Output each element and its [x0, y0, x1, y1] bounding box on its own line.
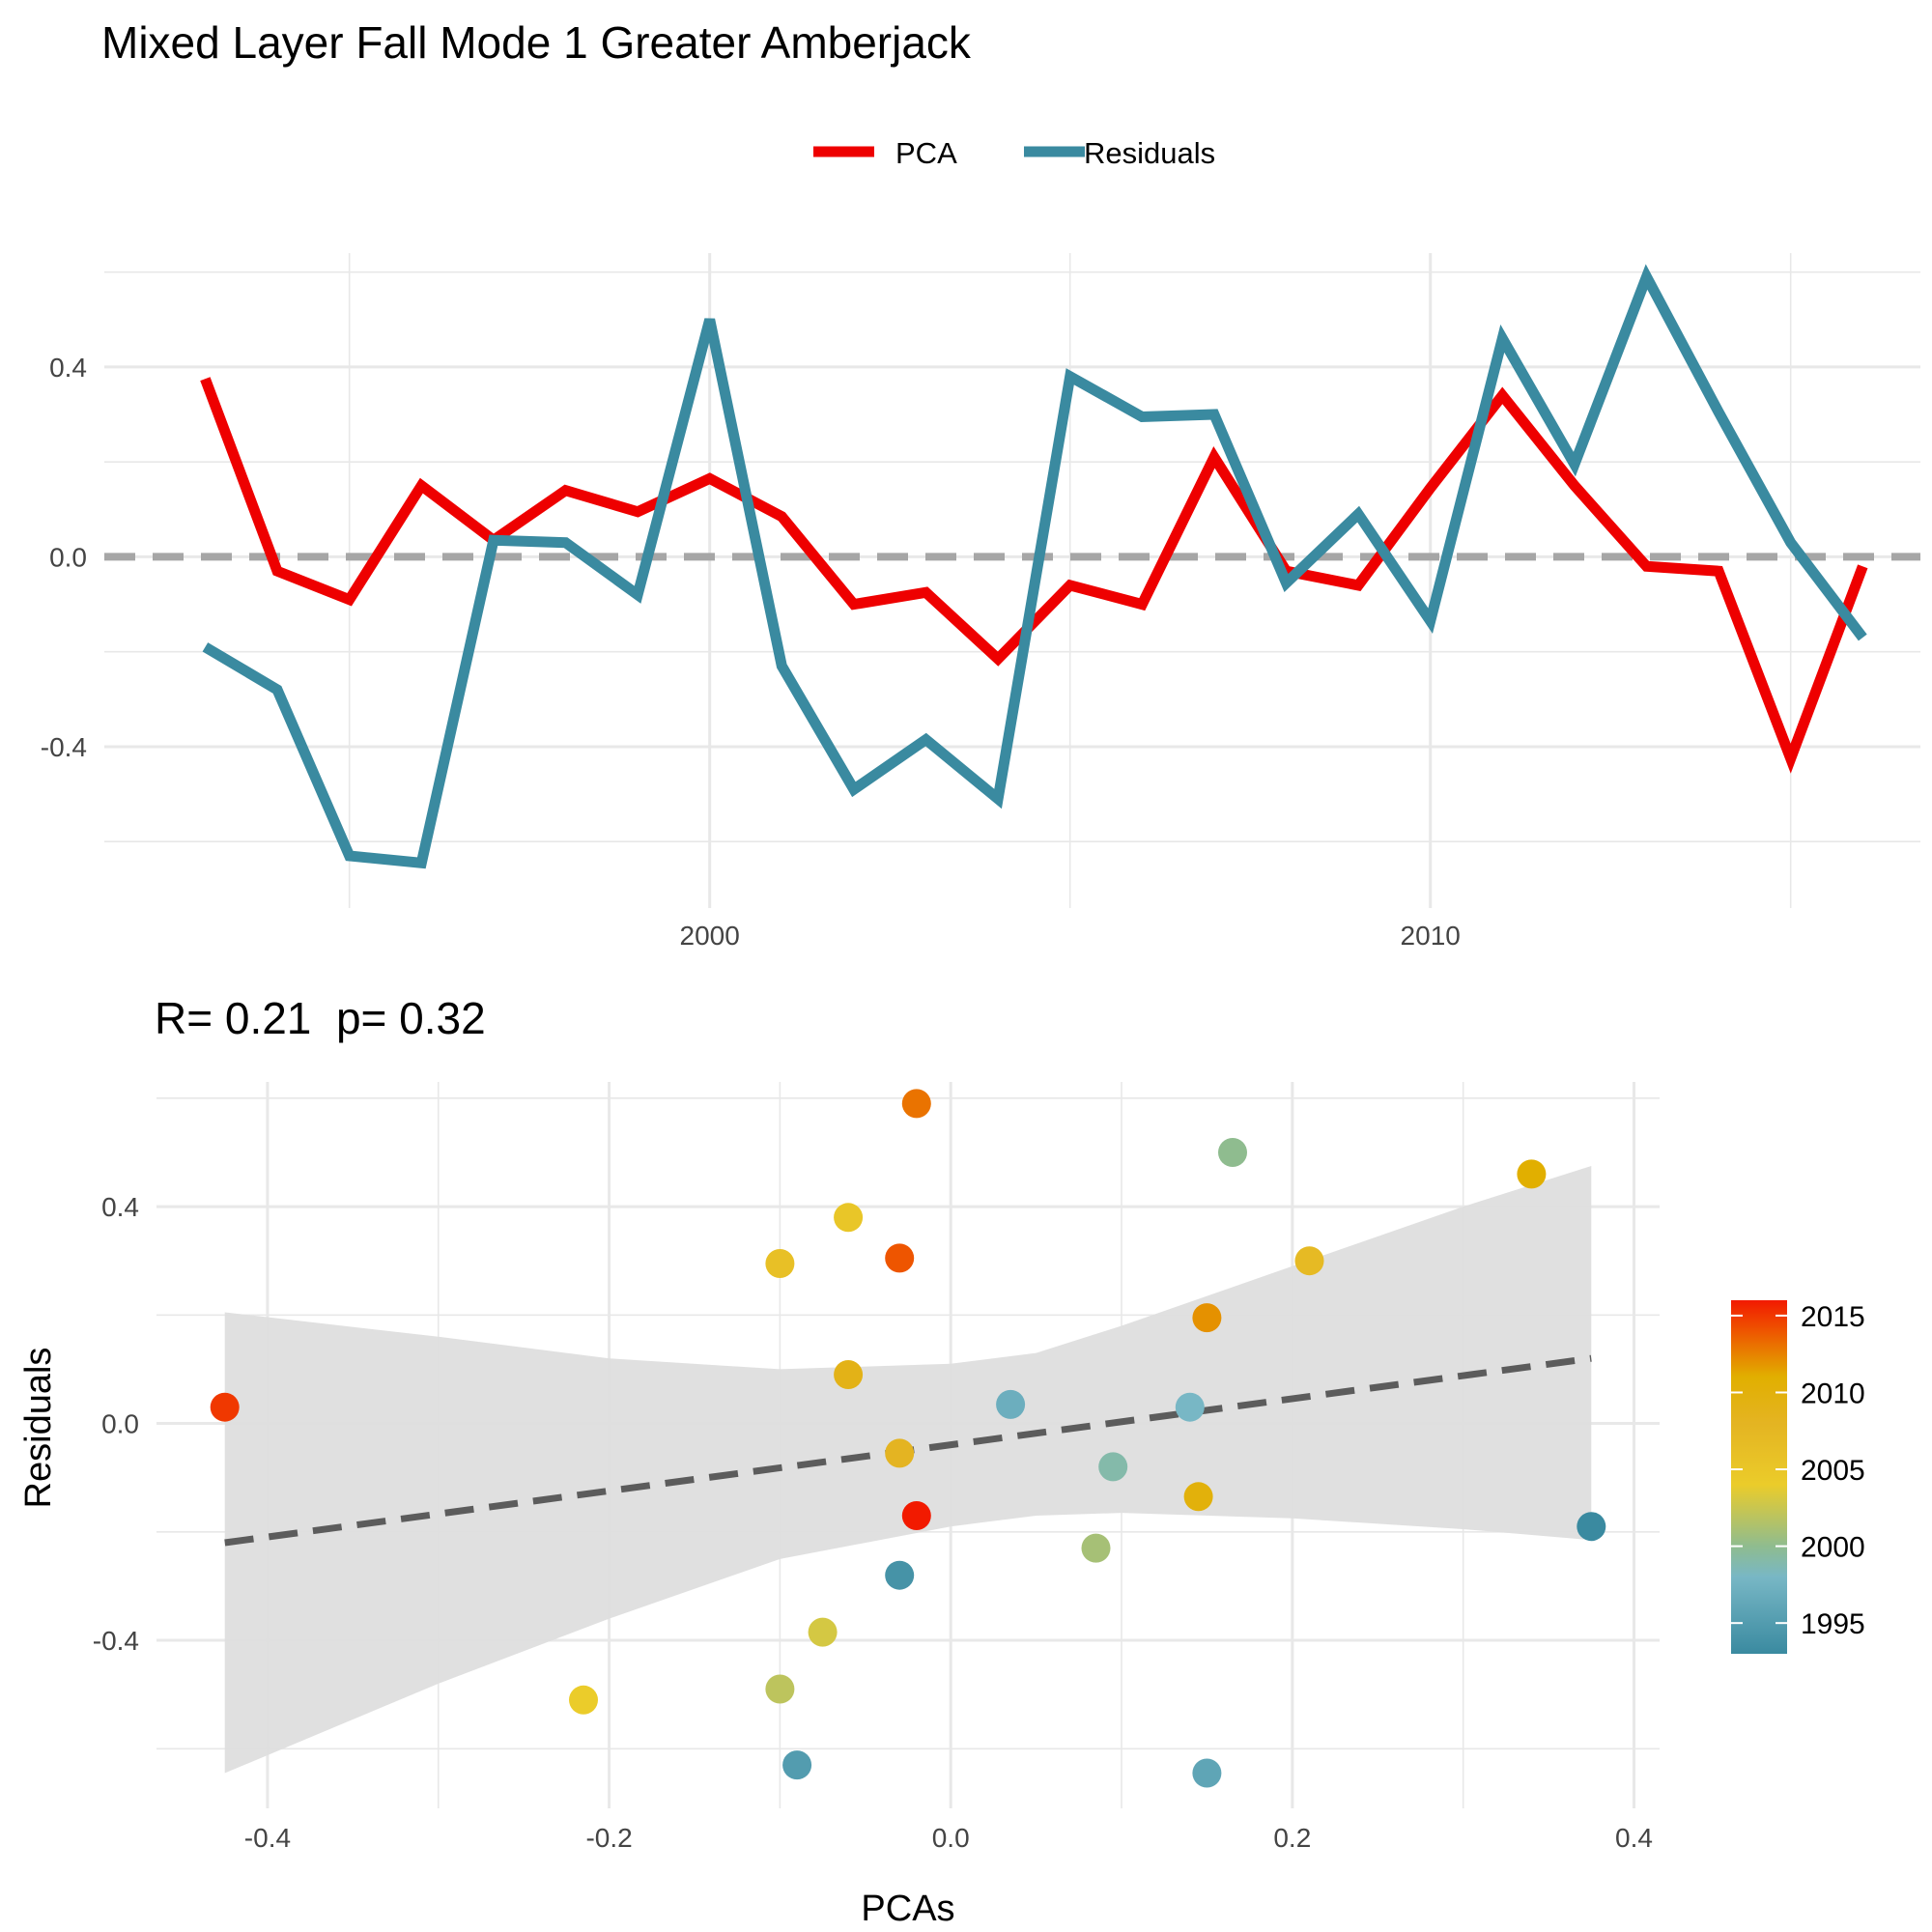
- scatter-point: [901, 1501, 931, 1530]
- scatter-point: [901, 1089, 931, 1119]
- scatter-point: [1577, 1512, 1606, 1542]
- scatter-point: [569, 1685, 598, 1715]
- sc-x-tick-labels: -0.4 -0.2 0.0 0.2 0.4: [244, 1823, 1653, 1853]
- scatter-point: [1098, 1452, 1128, 1482]
- sc-x-tick-label: -0.2: [585, 1823, 632, 1853]
- ts-y-tick-label: 0.0: [49, 542, 87, 572]
- scatter-point: [885, 1560, 915, 1590]
- colorbar-tick-label: 1995: [1801, 1608, 1865, 1640]
- scatter-point: [885, 1243, 915, 1273]
- colorbar-tick-label: 2015: [1801, 1301, 1865, 1333]
- sc-points: [210, 1089, 1606, 1788]
- scatter-point: [885, 1438, 915, 1468]
- colorbar-tick-label: 2000: [1801, 1532, 1865, 1564]
- series-line-residuals: [202, 264, 1867, 869]
- main-title: Mixed Layer Fall Mode 1 Greater Amberjac…: [101, 17, 972, 68]
- sc-y-axis-label: Residuals: [18, 1348, 59, 1509]
- sc-confidence-band: [224, 1166, 1592, 1774]
- scatter-point: [1192, 1758, 1222, 1788]
- sc-x-tick-label: 0.0: [932, 1823, 970, 1853]
- legend: PCA Residuals: [813, 136, 1215, 170]
- scatter-point: [1192, 1303, 1222, 1333]
- scatter-point: [210, 1392, 240, 1422]
- scatter-point: [765, 1674, 795, 1704]
- ts-y-tick-labels: -0.4 0.0 0.4: [41, 353, 87, 762]
- sc-y-tick-labels: -0.4 0.0 0.4: [93, 1192, 139, 1656]
- scatter-point: [1081, 1533, 1111, 1563]
- scatter-point: [834, 1203, 864, 1233]
- colorbar: 1995 2000 2005 2010 2015: [1731, 1300, 1865, 1654]
- confidence-band: [224, 1166, 1592, 1774]
- scatter-point: [765, 1249, 795, 1278]
- scatter-point: [1218, 1138, 1247, 1167]
- scatter-point: [996, 1389, 1026, 1419]
- ts-grid: [104, 253, 1920, 908]
- ts-x-tick-labels: 2000 2010: [680, 921, 1461, 951]
- colorbar-tick-label: 2005: [1801, 1455, 1865, 1487]
- colorbar-tick-label: 2010: [1801, 1378, 1865, 1409]
- legend-label-residuals: Residuals: [1084, 136, 1215, 170]
- colorbar-gradient: [1731, 1300, 1787, 1654]
- sc-x-tick-label: -0.4: [244, 1823, 291, 1853]
- scatter-point: [1183, 1482, 1213, 1512]
- scatter-point: [808, 1617, 838, 1647]
- scatter-point: [1294, 1246, 1324, 1276]
- series-line-pca: [200, 377, 1868, 774]
- scatter-point: [1517, 1159, 1547, 1189]
- ts-x-tick-label: 2010: [1401, 921, 1461, 951]
- scatter-title: R= 0.21 p= 0.32: [155, 993, 486, 1043]
- sc-y-tick-label: -0.4: [93, 1626, 139, 1656]
- ts-x-tick-label: 2000: [680, 921, 740, 951]
- scatter-point: [1175, 1392, 1205, 1422]
- sc-y-tick-label: 0.4: [101, 1192, 139, 1222]
- sc-x-axis-label: PCAs: [861, 1889, 954, 1929]
- legend-label-pca: PCA: [895, 136, 957, 170]
- ts-y-tick-label: -0.4: [41, 732, 87, 762]
- ts-series: [200, 264, 1868, 869]
- ts-y-tick-label: 0.4: [49, 353, 87, 383]
- scatter-point: [834, 1360, 864, 1389]
- colorbar-ticks: [1731, 1314, 1787, 1625]
- colorbar-tick-labels: 1995 2000 2005 2010 2015: [1801, 1301, 1865, 1640]
- sc-x-tick-label: 0.2: [1273, 1823, 1311, 1853]
- scatter-panel: R= 0.21 p= 0.32 -0.4 0.0 0.4 -0.4 -0.2 0…: [18, 993, 1660, 1929]
- sc-x-tick-label: 0.4: [1615, 1823, 1653, 1853]
- sc-y-tick-label: 0.0: [101, 1409, 139, 1439]
- timeseries-panel: -0.4 0.0 0.4 2000 2010: [41, 253, 1920, 951]
- scatter-point: [782, 1750, 812, 1780]
